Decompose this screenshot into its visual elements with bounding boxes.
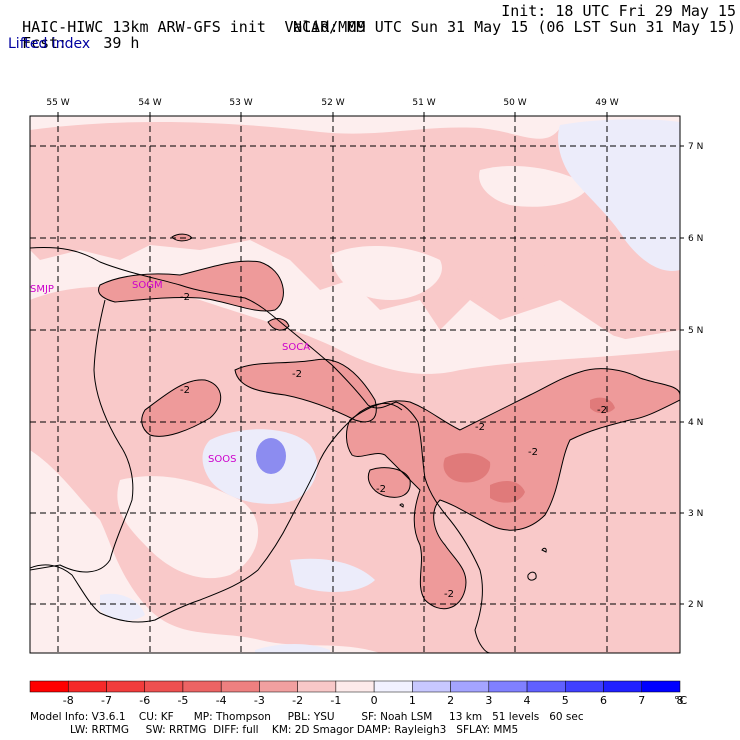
lon-label: 52 W	[321, 98, 344, 108]
colorbar-label: 0	[371, 694, 378, 707]
map-frame	[29, 115, 681, 654]
lat-lon-grid	[30, 116, 680, 653]
colorbar-swatch	[29, 680, 69, 693]
model-name: HAIC-HIWC 13km ARW-GFS init	[22, 18, 266, 36]
colorbar-label: 5	[562, 694, 569, 707]
colorbar-swatch	[335, 680, 375, 693]
lat-label: 7 N	[688, 142, 703, 152]
footer-line-2: LW: RRTMG SW: RRTMG DIFF: full KM: 2D Sm…	[70, 724, 519, 736]
colorbar-label: -7	[101, 694, 112, 707]
contour-label: -2	[597, 405, 607, 416]
colorbar-label: 3	[485, 694, 492, 707]
station-smjp: SMJP	[30, 284, 54, 295]
contour-label: -2	[180, 292, 190, 303]
init-time: Init: 18 UTC Fri 29 May 15	[501, 2, 736, 20]
model-title: HAIC-HIWC 13km ARW-GFS init NCAR/MMM	[4, 3, 365, 35]
colorbar-swatch	[297, 680, 337, 693]
colorbar-label: -6	[139, 694, 150, 707]
colorbar-swatch	[259, 680, 298, 693]
colorbar-label: 6	[600, 694, 607, 707]
colorbar-label: -4	[216, 694, 227, 707]
colorbar-swatch	[373, 680, 413, 693]
fcst-label: Fcst:	[22, 34, 68, 52]
lat-label: 3 N	[688, 509, 703, 519]
lon-label: 54 W	[138, 98, 161, 108]
lat-label: 4 N	[688, 418, 703, 428]
colorbar-label: 2	[447, 694, 454, 707]
contour-lines	[98, 233, 680, 610]
forecast-hour: Fcst: 39 h	[4, 19, 139, 51]
lon-label: 53 W	[229, 98, 252, 108]
contour-label: -2	[475, 422, 485, 433]
colorbar-label: 8	[677, 694, 684, 707]
station-soca: SOCA	[282, 342, 310, 353]
colorbar-swatch	[144, 680, 184, 693]
colorbar: -8 -7 -6 -5 -4 -3 -2 -1 0 1 2 3 4 5 6 7 8	[29, 680, 684, 707]
org-name: NCAR/MMM	[293, 18, 366, 36]
colorbar-swatch	[220, 680, 260, 693]
axis-ticks	[57, 112, 684, 605]
lon-label: 55 W	[46, 98, 69, 108]
colorbar-swatch	[565, 680, 604, 693]
contour-label: -2	[444, 589, 454, 600]
lon-label: 49 W	[595, 98, 618, 108]
colorbar-swatch	[67, 680, 107, 693]
colorbar-swatch	[526, 680, 566, 693]
colorbar-label: -3	[254, 694, 265, 707]
colorbar-label: -1	[330, 694, 341, 707]
colorbar-label: 7	[638, 694, 645, 707]
contour-label: -2	[180, 385, 190, 396]
coastlines	[30, 247, 605, 653]
colorbar-swatch	[106, 680, 145, 693]
colorbar-swatch	[641, 680, 681, 693]
blue-core	[256, 438, 286, 474]
lat-label: 2 N	[688, 600, 703, 610]
lon-label: 50 W	[503, 98, 526, 108]
contour-label: -2	[292, 369, 302, 380]
lon-label: 51 W	[412, 98, 435, 108]
colorbar-swatch	[450, 680, 490, 693]
valid-time: Valid: 09 UTC Sun 31 May 15 (06 LST Sun …	[284, 18, 736, 36]
colorbar-swatch	[488, 680, 528, 693]
colorbar-label: 4	[524, 694, 531, 707]
lat-label: 5 N	[688, 326, 703, 336]
colorbar-unit: °C	[674, 694, 688, 707]
fcst-value: 39 h	[103, 34, 140, 52]
colorbar-label: -5	[177, 694, 188, 707]
deep-red-regions	[443, 397, 615, 503]
pale-regions	[117, 165, 640, 579]
field-name: Lifted index	[8, 36, 91, 52]
colorbar-swatch	[603, 680, 643, 693]
contour-labels: -2 -2 -2 -2 -2 -2 -2 -2	[180, 292, 607, 600]
contour-label: -2	[528, 447, 538, 458]
footer-line-1: Model Info: V3.6.1 CU: KF MP: Thompson P…	[30, 711, 584, 723]
colorbar-label: 1	[409, 694, 416, 707]
lat-label: 6 N	[688, 234, 703, 244]
station-soos: SOOS	[208, 454, 236, 465]
lifted-index-field: -2 -2 -2 -2 -2 -2 -2 -2 SMJP SOGM SOCA S…	[30, 116, 680, 653]
contour-label: -2	[376, 484, 386, 495]
latitude-labels: 7 N 6 N 5 N 4 N 3 N 2 N	[688, 142, 703, 610]
longitude-labels: 55 W 54 W 53 W 52 W 51 W 50 W 49 W	[46, 98, 618, 108]
colorbar-label: -2	[292, 694, 303, 707]
colorbar-swatch	[182, 680, 222, 693]
colorbar-label: -8	[63, 694, 74, 707]
station-sogm: SOGM	[132, 280, 163, 291]
colorbar-swatch	[412, 680, 451, 693]
